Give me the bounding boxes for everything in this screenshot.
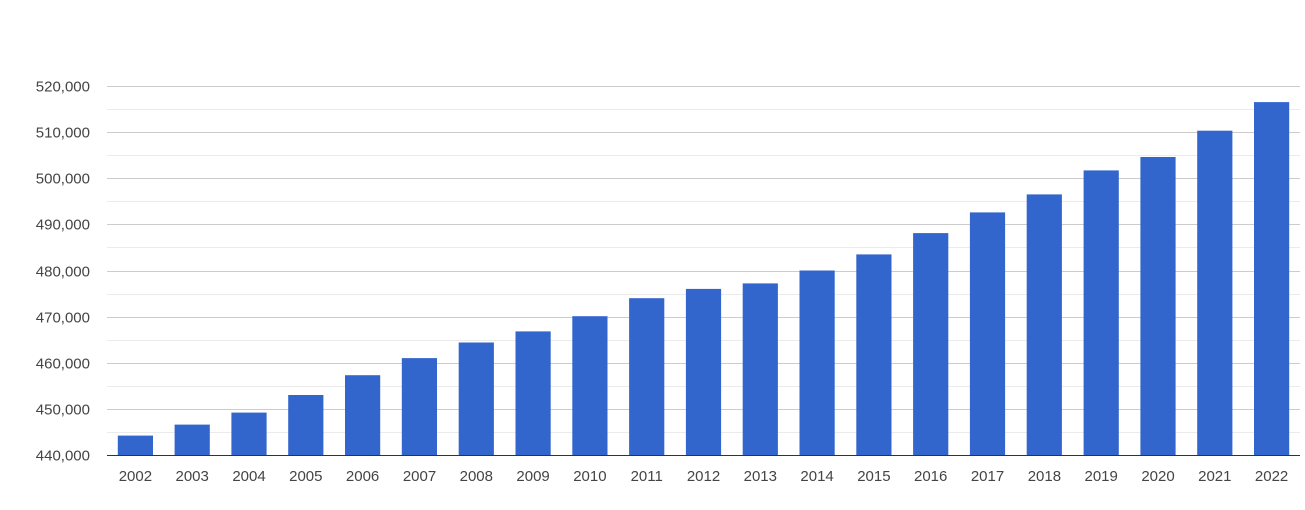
- bar-2015[interactable]: [856, 254, 892, 455]
- bar-2009[interactable]: [515, 331, 551, 455]
- bar-2018[interactable]: [1026, 194, 1062, 455]
- y-tick-label: 490,000: [36, 217, 90, 234]
- y-tick-label: 470,000: [36, 310, 90, 327]
- y-tick-label: 450,000: [36, 402, 90, 419]
- bar-2012[interactable]: [685, 288, 722, 455]
- x-tick-label: 2008: [460, 468, 493, 485]
- bar-2010[interactable]: [572, 316, 608, 455]
- x-tick-label: 2018: [1028, 468, 1061, 485]
- bar-2006[interactable]: [345, 375, 381, 455]
- x-tick-label: 2020: [1141, 468, 1174, 485]
- bar-2008[interactable]: [458, 342, 494, 456]
- x-tick-label: 2010: [573, 468, 606, 485]
- x-tick-label: 2016: [914, 468, 947, 485]
- x-tick-label: 2009: [516, 468, 549, 485]
- bar-2003[interactable]: [174, 424, 210, 455]
- bar-2002[interactable]: [117, 435, 153, 455]
- bar-2022[interactable]: [1254, 102, 1290, 455]
- y-tick-label: 510,000: [36, 125, 90, 142]
- y-tick-label: 500,000: [36, 171, 90, 188]
- x-tick-label: 2007: [403, 468, 436, 485]
- bar-2014[interactable]: [799, 270, 835, 456]
- x-tick-label: 2005: [289, 468, 322, 485]
- x-tick-label: 2006: [346, 468, 379, 485]
- x-tick-label: 2002: [119, 468, 152, 485]
- x-tick-label: 2015: [857, 468, 890, 485]
- x-tick-label: 2004: [232, 468, 265, 485]
- x-tick-label: 2012: [687, 468, 720, 485]
- bar-2004[interactable]: [231, 412, 267, 455]
- bars: [117, 102, 1290, 456]
- x-tick-label: 2014: [800, 468, 833, 485]
- y-axis-tick-labels: 440,000 450,000 460,000 470,000 480,000 490,0…: [36, 79, 90, 465]
- bar-2020[interactable]: [1140, 157, 1176, 455]
- y-tick-label: 480,000: [36, 264, 90, 281]
- bar-2016[interactable]: [913, 233, 949, 455]
- bar-2019[interactable]: [1083, 170, 1119, 455]
- bar-2011[interactable]: [629, 298, 665, 455]
- bar-2005[interactable]: [288, 395, 324, 455]
- y-tick-label: 520,000: [36, 79, 90, 96]
- x-tick-label: 2022: [1255, 468, 1288, 485]
- bar-2017[interactable]: [969, 212, 1006, 455]
- bar-2021[interactable]: [1197, 130, 1233, 455]
- bar-2013[interactable]: [742, 283, 778, 455]
- y-tick-label: 460,000: [36, 356, 90, 373]
- x-tick-label: 2017: [971, 468, 1004, 485]
- x-axis-tick-labels: 2002 2003 2004 2005 2006 2007 2008 2009 2010 2011…: [119, 468, 1289, 485]
- x-tick-label: 2011: [631, 468, 663, 485]
- bar-2007[interactable]: [401, 358, 437, 455]
- x-tick-label: 2021: [1198, 468, 1231, 485]
- x-tick-label: 2003: [176, 468, 209, 485]
- y-tick-label: 440,000: [36, 448, 90, 465]
- x-tick-label: 2013: [744, 468, 777, 485]
- x-tick-label: 2019: [1085, 468, 1118, 485]
